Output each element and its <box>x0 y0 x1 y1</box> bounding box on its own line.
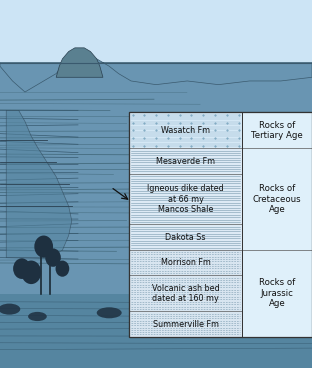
Bar <box>129 275 242 311</box>
Bar <box>242 250 312 337</box>
Circle shape <box>45 248 61 267</box>
Text: Mesaverde Fm: Mesaverde Fm <box>156 157 215 166</box>
Circle shape <box>13 258 31 279</box>
Bar <box>242 148 312 250</box>
Ellipse shape <box>0 304 20 315</box>
Text: Morrison Fm: Morrison Fm <box>161 258 211 267</box>
Text: Volcanic ash bed
dated at 160 my: Volcanic ash bed dated at 160 my <box>152 284 219 303</box>
Bar <box>129 112 312 337</box>
Bar <box>129 112 242 148</box>
Text: Igneous dike dated
at 66 my
Mancos Shale: Igneous dike dated at 66 my Mancos Shale <box>147 184 224 214</box>
Polygon shape <box>6 110 72 258</box>
Circle shape <box>34 236 53 258</box>
Text: Summerville Fm: Summerville Fm <box>153 319 219 329</box>
Bar <box>129 174 242 224</box>
Text: Rocks of
Tertiary Age: Rocks of Tertiary Age <box>251 121 303 140</box>
Bar <box>129 311 242 337</box>
Text: Rocks of
Jurassic
Age: Rocks of Jurassic Age <box>259 278 295 308</box>
Ellipse shape <box>162 305 181 314</box>
Bar <box>129 148 242 174</box>
Bar <box>242 112 312 148</box>
Circle shape <box>56 261 69 277</box>
Bar <box>0 63 312 368</box>
Polygon shape <box>56 48 103 77</box>
Bar <box>129 250 242 275</box>
Bar <box>129 112 312 337</box>
Text: Rocks of
Cretaceous
Age: Rocks of Cretaceous Age <box>252 184 301 214</box>
Circle shape <box>21 261 41 284</box>
Ellipse shape <box>28 312 47 321</box>
Text: Dakota Ss: Dakota Ss <box>165 233 206 242</box>
Ellipse shape <box>97 307 122 318</box>
Text: Wasatch Fm: Wasatch Fm <box>161 126 210 135</box>
Bar <box>129 224 242 250</box>
Bar <box>0 0 312 63</box>
Bar <box>0 294 312 368</box>
Ellipse shape <box>211 309 226 316</box>
Polygon shape <box>0 59 312 92</box>
